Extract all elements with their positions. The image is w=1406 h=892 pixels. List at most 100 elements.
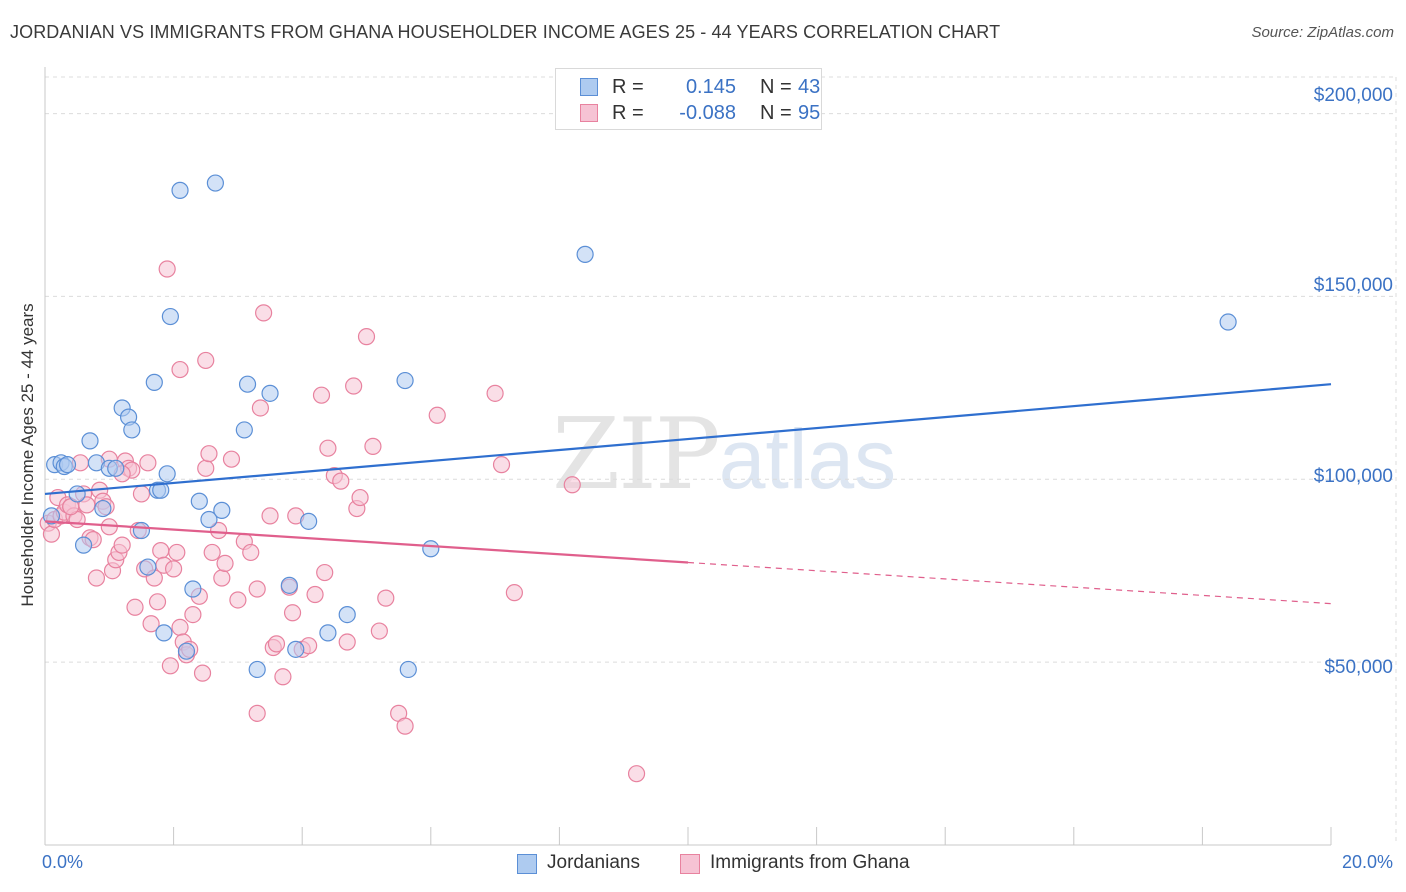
ghana-point-49	[200, 445, 218, 463]
ghana-point-66	[283, 604, 302, 622]
ghana-point-47	[193, 664, 212, 682]
legend-n-label: N =	[760, 102, 792, 124]
jordanian-point-31	[238, 375, 257, 393]
legend-r-value: 0.145	[685, 76, 736, 98]
ghana-point-71	[312, 386, 331, 404]
ghana-point-55	[229, 591, 247, 609]
jordanian-point-4	[58, 456, 77, 474]
ghana-point-80	[357, 328, 376, 346]
ghana-point-91	[627, 765, 646, 783]
jordanian-point-41	[422, 540, 440, 558]
legend-n-label: N =	[760, 76, 792, 98]
jordanian-point-43	[1219, 313, 1237, 331]
ghana-point-48	[197, 459, 215, 477]
ghana-point-60	[255, 304, 273, 322]
jordanian-point-7	[81, 432, 99, 450]
ghana-point-29	[132, 485, 151, 503]
ghana-point-87	[486, 384, 504, 402]
y-axis-label: Householder Income Ages 25 - 44 years	[18, 303, 37, 607]
legend-swatch-pink	[580, 104, 598, 122]
jordanian-point-40	[399, 660, 417, 679]
jordanian-point-35	[287, 640, 305, 658]
jordanian-point-15	[132, 521, 151, 540]
jordanian-point-24	[177, 642, 196, 660]
ghana-point-75	[332, 472, 350, 490]
legend-label: Jordanians	[547, 852, 640, 873]
ghana-point-51	[210, 521, 228, 540]
ghana-point-34	[148, 593, 167, 611]
ghana-point-76	[338, 633, 356, 651]
source-label: Source: ZipAtlas.com	[1251, 24, 1394, 41]
ghana-point-40	[168, 543, 186, 562]
watermark-zip: ZIP	[552, 398, 721, 512]
ghana-point-54	[222, 450, 241, 468]
legend-swatch-blue	[580, 78, 598, 96]
jordanian-point-36	[300, 512, 318, 530]
ghana-point-61	[261, 507, 279, 525]
ghana-trend-line	[44, 520, 689, 564]
jordanian-point-38	[338, 605, 356, 624]
ghana-point-73	[319, 439, 337, 457]
ghana-point-32	[142, 615, 160, 633]
ghana-point-39	[165, 560, 183, 578]
ghana-point-27	[126, 598, 144, 616]
ghana-point-90	[563, 476, 581, 494]
ghana-trend-line-dashed	[687, 561, 1332, 605]
ghana-point-89	[505, 584, 523, 602]
ghana-point-53	[216, 554, 234, 573]
ghana-point-82	[370, 622, 388, 640]
ghana-point-38	[161, 657, 179, 675]
ghana-point-81	[364, 437, 382, 455]
correlation-legend: R = 0.145 N = 43 R = -0.088 N = 95	[555, 68, 822, 130]
y-tick-label-150000: $150,000	[1313, 275, 1393, 296]
x-axis-min-label: 0.0%	[42, 852, 84, 872]
jordanian-point-29	[213, 501, 231, 519]
jordanian-point-42	[576, 245, 594, 263]
watermark: ZIPatlas	[552, 398, 896, 512]
jordanian-point-32	[248, 660, 266, 679]
ghana-point-41	[171, 618, 189, 637]
jordanian-point-27	[200, 510, 218, 529]
legend-label: Immigrants from Ghana	[710, 852, 910, 873]
ghana-point-59	[251, 399, 270, 417]
ghana-point-35	[152, 541, 170, 560]
jordanian-point-30	[235, 421, 253, 439]
ghana-point-23	[113, 536, 131, 554]
ghana-point-37	[158, 260, 176, 278]
ghana-point-79	[351, 488, 369, 507]
ghana-point-15	[87, 569, 106, 587]
y-tick-label-50000: $50,000	[1324, 657, 1393, 678]
ghana-point-64	[274, 668, 292, 686]
legend-swatch-pink	[680, 854, 700, 874]
x-axis-max-label: 20.0%	[1341, 852, 1393, 872]
ghana-point-77	[345, 377, 363, 395]
ghana-point-63	[267, 635, 286, 653]
legend-r-label: R =	[612, 102, 644, 124]
jordanian-point-20	[155, 624, 173, 642]
jordanian-point-5	[68, 485, 86, 503]
legend-r-value: -0.088	[679, 102, 736, 124]
jordanian-point-23	[171, 181, 189, 199]
ghana-point-70	[306, 585, 324, 604]
legend-n-value: 43	[798, 76, 821, 98]
jordanian-point-21	[158, 465, 176, 483]
ghana-point-97	[248, 704, 266, 722]
jordanian-point-6	[74, 536, 93, 554]
ghana-point-31	[139, 454, 157, 472]
y-tick-label-100000: $100,000	[1313, 466, 1393, 487]
ghana-point-83	[377, 589, 395, 607]
legend-swatch-blue	[517, 854, 537, 874]
jordanian-point-33	[261, 384, 279, 402]
ghana-point-52	[213, 569, 231, 587]
jordanian-point-22	[161, 307, 179, 326]
jordanian-point-28	[206, 174, 224, 192]
legend-n-value: 95	[798, 102, 821, 124]
legend-r-label: R =	[612, 76, 644, 98]
ghana-point-88	[492, 456, 511, 474]
ghana-point-95	[171, 360, 189, 379]
ghana-point-58	[248, 580, 266, 598]
ghana-point-72	[316, 563, 334, 582]
jordanian-point-9	[94, 499, 112, 518]
jordanian-point-11	[107, 459, 125, 477]
